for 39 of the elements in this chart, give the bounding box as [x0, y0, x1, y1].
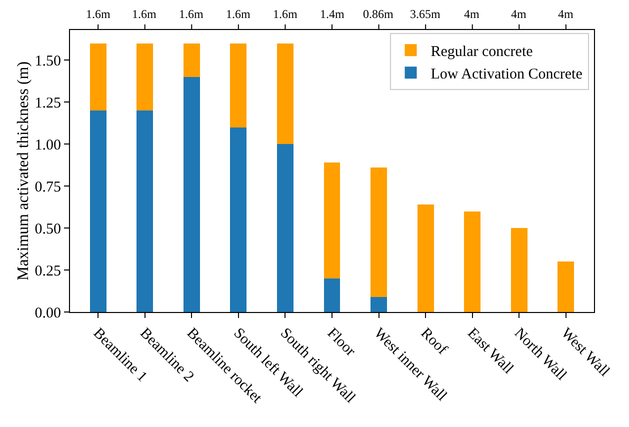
bar	[558, 262, 574, 312]
y-tick-label: 1.50	[34, 53, 61, 70]
bar	[510, 228, 528, 312]
annotation: 1.6m	[179, 7, 204, 21]
bar	[230, 127, 247, 312]
y-tick-label: 1.00	[34, 137, 61, 154]
annotation: 4m	[511, 7, 527, 21]
annotation: 4m	[464, 7, 480, 21]
y-tick-label: 1.25	[34, 95, 61, 112]
annotation: 1.6m	[86, 7, 111, 21]
y-tick-label: 0.50	[34, 221, 61, 238]
bar	[230, 43, 247, 128]
annotation: 1.4m	[320, 7, 345, 21]
y-tick-label: 0.25	[34, 263, 61, 280]
annotation: 1.6m	[132, 7, 157, 21]
bar	[324, 278, 340, 312]
annotation: 4m	[558, 7, 574, 21]
bar	[324, 162, 340, 278]
bar	[464, 211, 481, 312]
bar	[183, 43, 200, 77]
annotation: 1.6m	[273, 7, 298, 21]
y-axis-title: Maximum activated thickness (m)	[15, 61, 32, 281]
bar	[90, 43, 106, 111]
bar	[370, 168, 387, 297]
bar	[277, 43, 294, 144]
annotation: 0.86m	[363, 7, 394, 21]
y-tick-label: 0.75	[34, 179, 61, 196]
annotation: 3.65m	[410, 7, 441, 21]
bar	[90, 110, 106, 312]
bar	[183, 77, 200, 312]
legend-label: Low Activation Concrete	[430, 66, 583, 82]
y-tick-label: 0.00	[34, 305, 61, 322]
bar	[370, 296, 387, 312]
annotation: 1.6m	[226, 7, 251, 21]
legend-label: Regular concrete	[430, 44, 534, 60]
bar	[417, 204, 434, 312]
bar	[277, 144, 294, 312]
bar	[136, 43, 154, 111]
bar	[136, 110, 154, 312]
